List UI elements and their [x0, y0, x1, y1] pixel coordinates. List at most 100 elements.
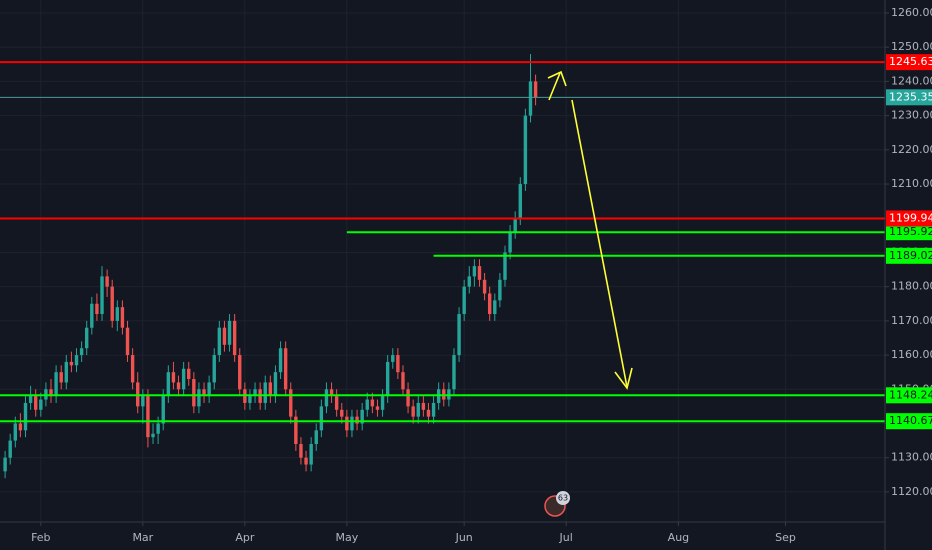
level-label: 1140.67	[889, 414, 932, 427]
candle-body	[523, 115, 528, 185]
candle-body	[304, 457, 308, 465]
candle-body	[477, 266, 482, 280]
arrow-down	[571, 99, 628, 388]
candle-body	[416, 402, 420, 417]
candle-body	[263, 382, 267, 403]
candles	[3, 54, 538, 479]
candle-body	[329, 389, 334, 397]
level-label: 1199.94	[889, 211, 932, 224]
level-label: 1195.92	[889, 225, 932, 238]
candle-body	[314, 430, 318, 445]
x-tick-label: Aug	[668, 531, 689, 544]
y-tick-label: 1180.00	[891, 280, 932, 293]
y-tick-label: 1170.00	[891, 314, 932, 327]
candle-body	[95, 303, 99, 315]
candle-body	[8, 440, 12, 458]
candle-body	[370, 399, 375, 407]
candle-body	[238, 355, 242, 390]
axes: 1120.001130.001140.001150.001160.001170.…	[31, 6, 932, 544]
candle-body	[64, 361, 69, 383]
candle-body	[105, 276, 109, 287]
level-label: 1189.02	[889, 249, 932, 262]
candle-body	[503, 252, 507, 280]
candle-body	[222, 327, 227, 345]
candle-body	[268, 382, 273, 397]
candle-body	[533, 81, 538, 98]
candle-body	[289, 389, 293, 417]
candle-body	[79, 348, 84, 356]
level-label-bg	[886, 387, 932, 404]
candle-body	[498, 279, 502, 301]
candle-body	[487, 293, 492, 315]
candle-body	[334, 396, 339, 410]
candle-body	[85, 327, 89, 349]
candle-body	[166, 372, 171, 397]
candle-body	[309, 444, 313, 465]
candle-body	[187, 368, 191, 380]
levels	[0, 61, 885, 423]
candle-body	[3, 457, 7, 472]
level-label-bg	[886, 224, 932, 241]
x-tick-label: May	[335, 531, 358, 544]
x-tick-label: Jul	[559, 531, 573, 544]
candle-body	[406, 389, 410, 407]
annotation-arrows	[547, 70, 633, 390]
candle-body	[493, 300, 497, 315]
level-label: 1235.35	[889, 90, 932, 103]
x-tick-label: Sep	[775, 531, 796, 544]
candle-body	[176, 382, 181, 390]
candle-body	[319, 406, 324, 431]
x-tick-label: Feb	[31, 531, 50, 544]
candle-body	[421, 402, 426, 410]
candle-body	[248, 396, 252, 403]
y-tick-label: 1230.00	[891, 109, 932, 122]
candle-body	[375, 406, 380, 410]
candle-body	[125, 327, 130, 356]
level-label-bg	[886, 413, 932, 430]
candle-body	[90, 303, 94, 328]
arrow-head	[614, 367, 633, 390]
candle-body	[472, 266, 477, 277]
candle-body	[192, 379, 196, 407]
badge-count: 63	[558, 494, 568, 503]
candle-body	[146, 396, 150, 438]
candle-body	[528, 81, 533, 116]
candle-body	[74, 355, 79, 366]
candle-body	[385, 361, 390, 397]
y-tick-label: 1240.00	[891, 74, 932, 87]
candle-body	[401, 372, 405, 390]
candle-body	[324, 389, 329, 407]
candle-body	[273, 372, 278, 397]
level-label: 1245.63	[889, 55, 932, 68]
candle-body	[457, 314, 461, 356]
candle-body	[202, 389, 206, 397]
y-tick-label: 1210.00	[891, 177, 932, 190]
candle-body	[452, 355, 456, 390]
candle-body	[278, 348, 283, 373]
y-tick-label: 1130.00	[891, 451, 932, 464]
candle-body	[431, 402, 436, 417]
candle-body	[253, 389, 257, 397]
y-tick-label: 1250.00	[891, 40, 932, 53]
candle-body	[227, 320, 232, 345]
y-tick-label: 1160.00	[891, 348, 932, 361]
candle-body	[294, 416, 298, 445]
candle-body	[207, 382, 211, 397]
y-tick-label: 1260.00	[891, 6, 932, 19]
candle-body	[49, 389, 53, 397]
y-tick-label: 1220.00	[891, 143, 932, 156]
candle-body	[508, 231, 512, 253]
candle-body	[115, 307, 120, 321]
candle-body	[100, 276, 104, 315]
candle-body	[34, 396, 38, 410]
candle-body	[355, 416, 359, 424]
candle-body	[391, 355, 395, 362]
arrow-head	[547, 70, 567, 87]
level-label-bg	[886, 89, 932, 106]
candle-body	[54, 372, 58, 397]
candle-body	[18, 423, 23, 431]
badge-count-bg	[556, 491, 570, 505]
event-badge[interactable]: 63	[544, 491, 570, 517]
candle-body	[299, 444, 303, 458]
